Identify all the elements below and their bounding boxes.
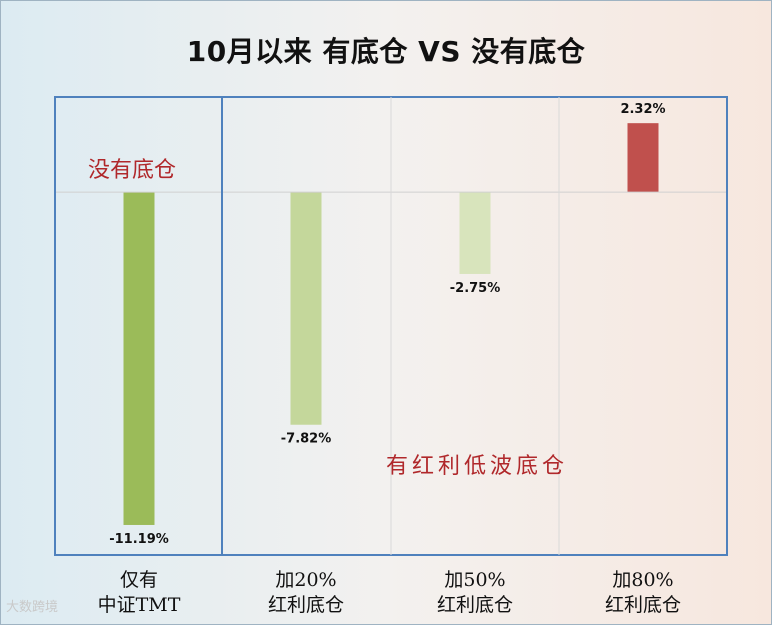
- chart-title: 10月以来 有底仓 VS 没有底仓: [186, 35, 586, 68]
- annotation-with-base: 有红利低波底仓: [386, 454, 569, 479]
- annotation-no-base: 没有底仓: [88, 158, 177, 183]
- data-label: -11.19%: [109, 532, 169, 547]
- category-label-line: 红利底仓: [604, 594, 681, 616]
- category-label-line: 加50%: [444, 569, 506, 591]
- data-label: -7.82%: [281, 432, 332, 447]
- bar: [290, 192, 322, 425]
- category-label-line: 仅有: [119, 569, 158, 591]
- category-label-line: 中证TMT: [97, 594, 181, 616]
- category-label: 仅有中证TMT: [55, 568, 223, 618]
- bar: [627, 123, 659, 193]
- bar: [123, 192, 155, 525]
- data-label: -2.75%: [450, 281, 501, 296]
- category-label-line: 红利底仓: [436, 594, 513, 616]
- category-label-line: 红利底仓: [267, 594, 344, 616]
- category-label: 加50% 红利底仓: [391, 568, 559, 618]
- category-label: 加80% 红利底仓: [559, 568, 727, 618]
- watermark-logo: 大数跨境: [6, 600, 59, 615]
- bar: [459, 192, 491, 274]
- data-label: 2.32%: [620, 102, 665, 117]
- category-label: 加20% 红利底仓: [222, 568, 390, 618]
- category-label-line: 加20%: [275, 569, 337, 591]
- category-label-line: 加80%: [612, 569, 674, 591]
